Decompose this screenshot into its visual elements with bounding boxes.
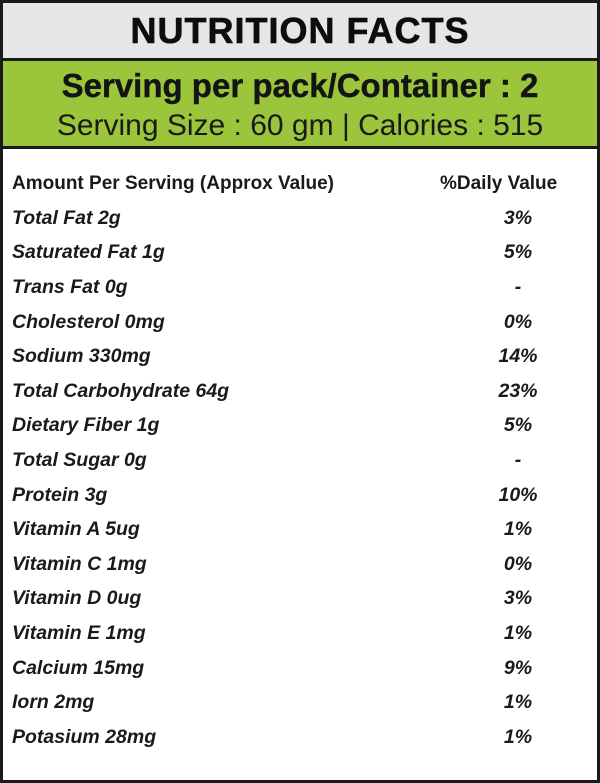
nutrient-name: Iorn 2mg <box>12 691 95 714</box>
table-row: Calcium 15mg 9% <box>3 651 597 686</box>
daily-value: 23% <box>498 379 538 402</box>
nutrient-name: Total Sugar 0g <box>12 448 147 471</box>
nutrient-name: Calcium 15mg <box>12 656 145 679</box>
daily-value: 0% <box>503 552 533 575</box>
table-row: Cholesterol 0mg 0% <box>3 305 597 340</box>
table-row: Total Carbohydrate 64g 23% <box>3 374 597 409</box>
daily-value: 1% <box>503 621 533 644</box>
serving-size-calories: Serving Size : 60 gm | Calories : 515 <box>56 109 544 142</box>
nutrient-name: Protein 3g <box>12 483 108 506</box>
nutrient-name: Vitamin A 5ug <box>12 518 140 541</box>
daily-value: - <box>514 448 522 471</box>
table-row: Total Sugar 0g - <box>3 443 597 478</box>
table-row: Vitamin C 1mg 0% <box>3 547 597 582</box>
table-row: Saturated Fat 1g 5% <box>3 236 597 271</box>
table-row: Vitamin E 1mg 1% <box>3 616 597 651</box>
table-row: Sodium 330mg 14% <box>3 339 597 374</box>
nutrient-name: Vitamin C 1mg <box>12 552 147 575</box>
daily-value: 14% <box>498 345 538 368</box>
table-row: Dietary Fiber 1g 5% <box>3 409 597 444</box>
table-header: Amount Per Serving (Approx Value) %Daily… <box>3 167 597 201</box>
serving-per-pack: Serving per pack/Container : 2 <box>61 67 539 104</box>
title-bar: NUTRITION FACTS <box>3 3 597 61</box>
serving-info: Serving per pack/Container : 2 Serving S… <box>3 61 597 149</box>
daily-value: 9% <box>503 656 533 679</box>
table-row: Iorn 2mg 1% <box>3 685 597 720</box>
nutrient-name: Vitamin D 0ug <box>12 587 142 610</box>
nutrient-name: Total Carbohydrate 64g <box>12 379 230 402</box>
table-row: Potasium 28mg 1% <box>3 720 597 755</box>
nutrient-name: Vitamin E 1mg <box>12 621 146 644</box>
nutrient-table: Amount Per Serving (Approx Value) %Daily… <box>3 149 597 755</box>
daily-value: 1% <box>503 518 533 541</box>
nutrient-name: Sodium 330mg <box>12 345 151 368</box>
daily-value: - <box>514 275 522 298</box>
daily-value: 3% <box>503 206 533 229</box>
daily-value: 0% <box>503 310 533 333</box>
table-row: Vitamin D 0ug 3% <box>3 582 597 617</box>
daily-value: 5% <box>503 241 533 264</box>
daily-value: 1% <box>503 725 533 748</box>
nutrient-name: Dietary Fiber 1g <box>12 414 160 437</box>
table-row: Vitamin A 5ug 1% <box>3 512 597 547</box>
daily-value: 5% <box>503 414 533 437</box>
header-daily-value: %Daily Value <box>440 173 558 194</box>
table-row: Protein 3g 10% <box>3 478 597 513</box>
header-amount: Amount Per Serving (Approx Value) <box>12 173 334 194</box>
daily-value: 3% <box>503 587 533 610</box>
daily-value: 1% <box>503 691 533 714</box>
nutrient-name: Cholesterol 0mg <box>12 310 165 333</box>
nutrient-name: Saturated Fat 1g <box>12 241 165 264</box>
page-title: NUTRITION FACTS <box>130 9 470 51</box>
nutrient-name: Trans Fat 0g <box>12 275 128 298</box>
nutrient-name: Total Fat 2g <box>12 206 121 229</box>
table-row: Trans Fat 0g - <box>3 270 597 305</box>
table-row: Total Fat 2g 3% <box>3 201 597 236</box>
daily-value: 10% <box>498 483 538 506</box>
nutrient-name: Potasium 28mg <box>12 725 157 748</box>
